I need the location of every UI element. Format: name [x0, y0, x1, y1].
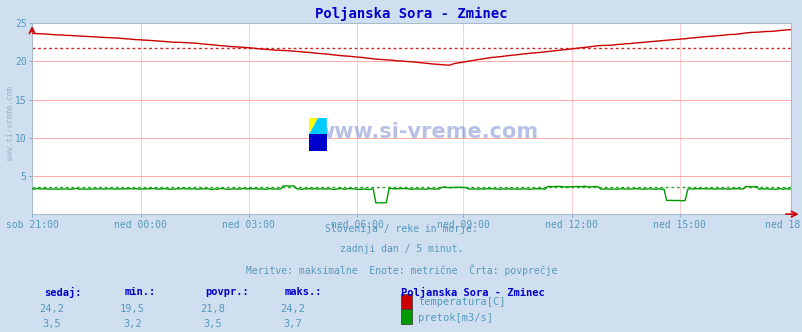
Text: 21,8: 21,8	[200, 304, 225, 314]
Text: 24,2: 24,2	[39, 304, 65, 314]
Text: 24,2: 24,2	[280, 304, 306, 314]
Text: Poljanska Sora - Zminec: Poljanska Sora - Zminec	[401, 287, 545, 298]
Polygon shape	[309, 118, 326, 134]
Text: sedaj:: sedaj:	[44, 287, 82, 298]
Title: Poljanska Sora - Zminec: Poljanska Sora - Zminec	[315, 7, 507, 21]
Text: povpr.:: povpr.:	[205, 287, 248, 297]
Text: www.si-vreme.com: www.si-vreme.com	[314, 122, 537, 142]
Text: Meritve: maksimalne  Enote: metrične  Črta: povprečje: Meritve: maksimalne Enote: metrične Črta…	[245, 264, 557, 276]
Text: 3,7: 3,7	[283, 319, 302, 329]
Text: Slovenija / reke in morje.: Slovenija / reke in morje.	[325, 224, 477, 234]
Text: 3,5: 3,5	[43, 319, 62, 329]
Text: zadnji dan / 5 minut.: zadnji dan / 5 minut.	[339, 244, 463, 254]
Text: 19,5: 19,5	[119, 304, 145, 314]
Polygon shape	[309, 118, 318, 134]
Text: min.:: min.:	[124, 287, 156, 297]
Text: temperatura[C]: temperatura[C]	[418, 297, 505, 307]
Text: maks.:: maks.:	[285, 287, 322, 297]
Text: pretok[m3/s]: pretok[m3/s]	[418, 313, 492, 323]
Polygon shape	[309, 134, 326, 151]
Text: www.si-vreme.com: www.si-vreme.com	[6, 86, 15, 160]
Text: 3,2: 3,2	[123, 319, 142, 329]
Text: 3,5: 3,5	[203, 319, 222, 329]
